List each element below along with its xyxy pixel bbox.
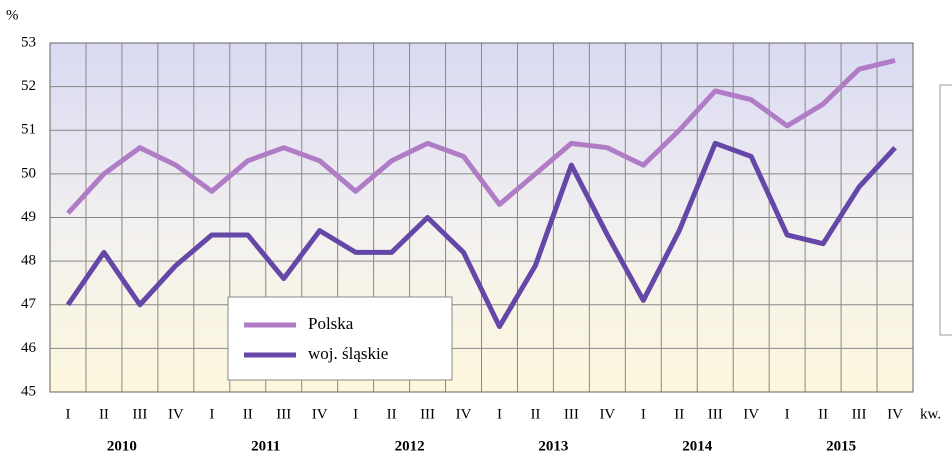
year-label: 2015 <box>826 438 856 454</box>
year-label: 2012 <box>395 438 425 454</box>
series-line <box>66 58 896 215</box>
x-tick-label: I <box>353 406 358 422</box>
x-tick-label: II <box>387 406 397 422</box>
y-tick-label: 45 <box>21 383 36 399</box>
x-tick-label: III <box>708 406 723 422</box>
y-tick-label: 51 <box>21 122 36 138</box>
year-label: 2013 <box>538 438 568 454</box>
x-label: kw. <box>920 406 941 422</box>
y-tick-label: 52 <box>21 78 36 94</box>
year-label: 2010 <box>107 438 137 454</box>
x-tick-label: II <box>818 406 828 422</box>
x-tick-label: IV <box>743 406 759 422</box>
year-label: 2014 <box>682 438 713 454</box>
y-tick-label: 46 <box>21 340 37 356</box>
x-tick-label: III <box>852 406 867 422</box>
x-tick-label: III <box>276 406 291 422</box>
x-tick-label: IV <box>887 406 903 422</box>
x-tick-label: I <box>497 406 502 422</box>
y-tick-label: 48 <box>21 253 36 269</box>
x-tick-label: I <box>65 406 70 422</box>
x-tick-label: I <box>785 406 790 422</box>
plot-border <box>49 42 914 393</box>
legend-box <box>227 296 453 381</box>
x-tick-label: III <box>564 406 579 422</box>
y-unit: % <box>6 7 19 23</box>
x-tick-label: IV <box>599 406 615 422</box>
x-tick-label: IV <box>168 406 184 422</box>
legend-label: Polska <box>308 314 354 333</box>
y-tick-label: 50 <box>21 165 36 181</box>
x-tick-label: I <box>209 406 214 422</box>
y-tick-label: 47 <box>21 296 37 312</box>
year-label: 2011 <box>251 438 280 454</box>
side-box <box>939 84 952 336</box>
x-tick-label: IV <box>456 406 472 422</box>
series-line <box>65 140 897 330</box>
y-tick-label: 49 <box>21 209 36 225</box>
x-tick-label: IV <box>312 406 328 422</box>
x-tick-label: I <box>641 406 646 422</box>
x-tick-label: II <box>530 406 540 422</box>
x-tick-label: II <box>243 406 253 422</box>
x-tick-label: II <box>674 406 684 422</box>
x-tick-label: III <box>132 406 147 422</box>
legend-label: woj. śląskie <box>308 344 388 363</box>
x-tick-label: III <box>420 406 435 422</box>
y-tick-label: 53 <box>21 34 36 50</box>
x-tick-label: II <box>99 406 109 422</box>
